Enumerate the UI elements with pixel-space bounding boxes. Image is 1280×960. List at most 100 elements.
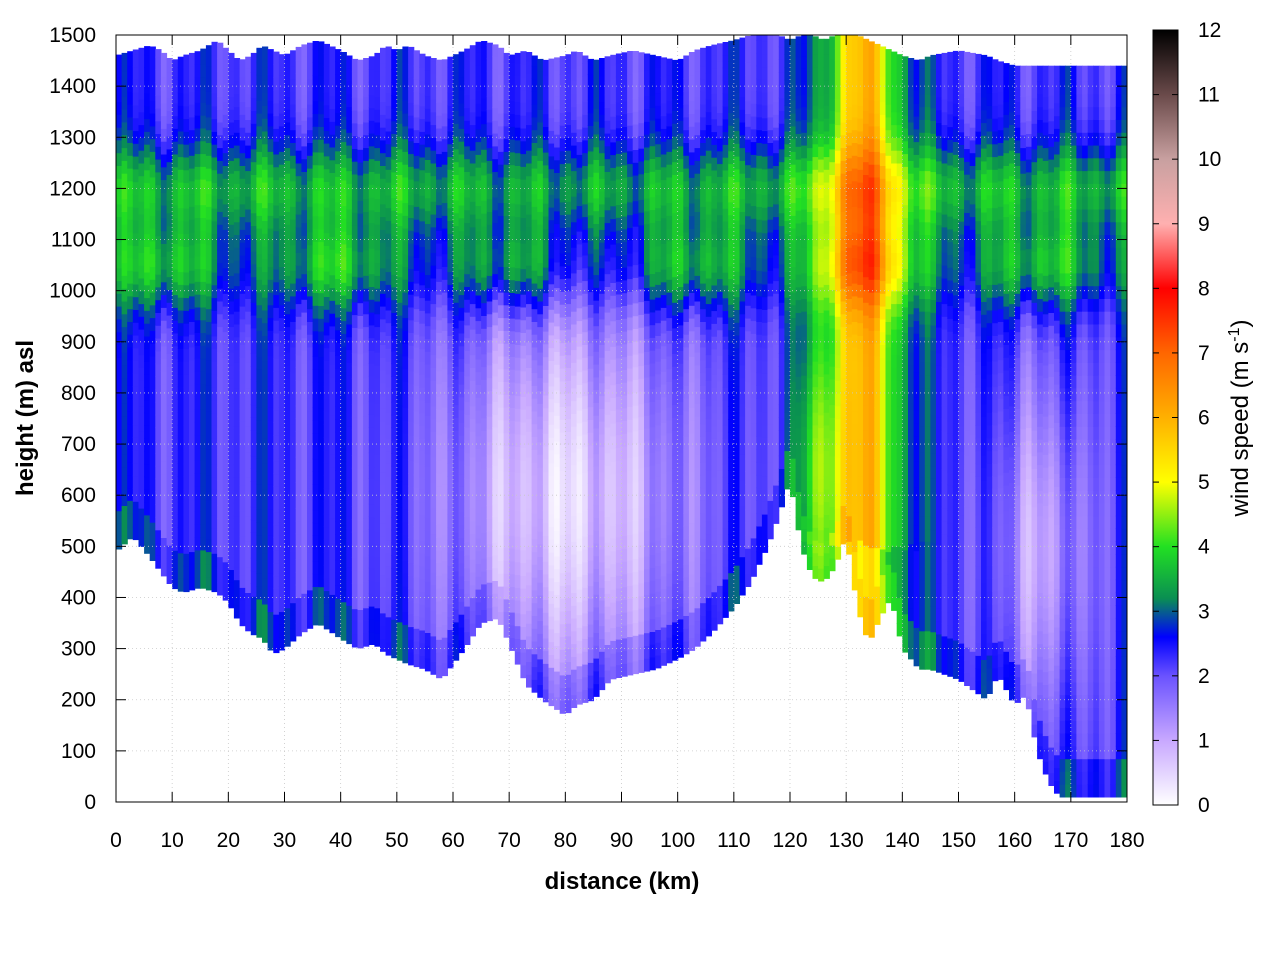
field-cell [430, 533, 437, 547]
field-cell [374, 288, 381, 302]
field-cell [155, 261, 162, 275]
field-cell [402, 125, 409, 140]
field-cell [262, 335, 269, 349]
field-cell [278, 54, 286, 63]
field-cell [660, 332, 667, 347]
field-cell [610, 614, 617, 629]
field-cell [116, 497, 123, 512]
field-cell [666, 394, 673, 408]
field-cell [222, 485, 229, 499]
field-cell [116, 306, 123, 320]
field-cell [672, 366, 679, 380]
field-cell [565, 86, 572, 100]
field-cell [458, 320, 465, 334]
field-cell [301, 618, 308, 633]
field-cell [632, 85, 639, 99]
field-cell [430, 58, 437, 62]
field-cell [464, 158, 471, 172]
field-cell [526, 341, 533, 356]
field-cell [627, 240, 634, 254]
field-cell [278, 432, 286, 446]
field-cell [116, 203, 123, 218]
field-cell [531, 474, 538, 489]
field-cell [615, 242, 623, 257]
field-cell [222, 433, 229, 448]
field-cell [475, 320, 482, 334]
field-cell [267, 458, 274, 472]
field-cell [284, 288, 291, 302]
field-cell [189, 155, 196, 169]
field-cell [453, 417, 460, 431]
field-cell [346, 439, 353, 453]
field-cell [688, 52, 696, 63]
field-cell [705, 329, 712, 343]
field-cell [554, 683, 561, 698]
field-cell [132, 104, 139, 119]
field-cell [424, 274, 432, 288]
field-cell [424, 415, 432, 429]
field-cell [453, 54, 460, 60]
field-cell [419, 348, 426, 362]
field-cell [475, 243, 482, 258]
field-cell [116, 331, 123, 345]
field-cell [149, 470, 156, 485]
field-cell [666, 304, 673, 319]
field-cell [211, 67, 218, 81]
field-cell [565, 610, 572, 624]
field-cell [318, 433, 325, 447]
field-cell [644, 428, 651, 442]
field-cell [441, 649, 448, 664]
field-cell [194, 549, 201, 564]
field-cell [166, 455, 173, 469]
field-cell [351, 557, 359, 571]
field-cell [368, 567, 375, 581]
field-cell [582, 293, 589, 307]
field-cell [694, 147, 701, 161]
field-cell [183, 54, 190, 68]
field-cell [262, 348, 269, 362]
field-cell [694, 211, 701, 225]
field-cell [621, 75, 628, 89]
field-cell [441, 522, 448, 536]
field-cell [149, 330, 156, 344]
field-cell [172, 435, 179, 449]
field-cell [649, 362, 656, 377]
field-cell [537, 364, 544, 379]
field-cell [587, 342, 594, 357]
field-cell [604, 184, 611, 198]
field-cell [205, 45, 213, 54]
field-cell [559, 368, 566, 382]
field-cell [307, 551, 314, 565]
field-cell [526, 214, 533, 228]
field-cell [615, 587, 623, 602]
field-cell [177, 412, 184, 426]
field-cell [385, 322, 392, 336]
field-cell [486, 403, 493, 417]
field-cell [464, 260, 471, 275]
field-cell [565, 571, 572, 586]
field-cell [548, 411, 555, 425]
field-cell [688, 228, 696, 242]
field-cell [486, 607, 493, 622]
field-cell [295, 444, 302, 458]
field-cell [649, 593, 656, 607]
field-cell [368, 414, 375, 428]
field-cell [599, 191, 606, 205]
field-cell [717, 559, 724, 574]
field-cell [520, 319, 527, 333]
field-cell [548, 679, 555, 694]
field-cell [582, 101, 589, 115]
field-cell [408, 473, 415, 487]
field-cell [228, 479, 235, 494]
field-cell [604, 312, 611, 326]
field-cell [116, 369, 123, 384]
field-cell [705, 354, 712, 368]
field-cell [374, 569, 381, 583]
field-cell [250, 621, 257, 636]
field-cell [183, 208, 190, 222]
field-cell [430, 444, 437, 458]
field-cell [335, 355, 342, 369]
field-cell [436, 64, 443, 78]
field-cell [312, 292, 319, 306]
field-cell [177, 309, 184, 324]
